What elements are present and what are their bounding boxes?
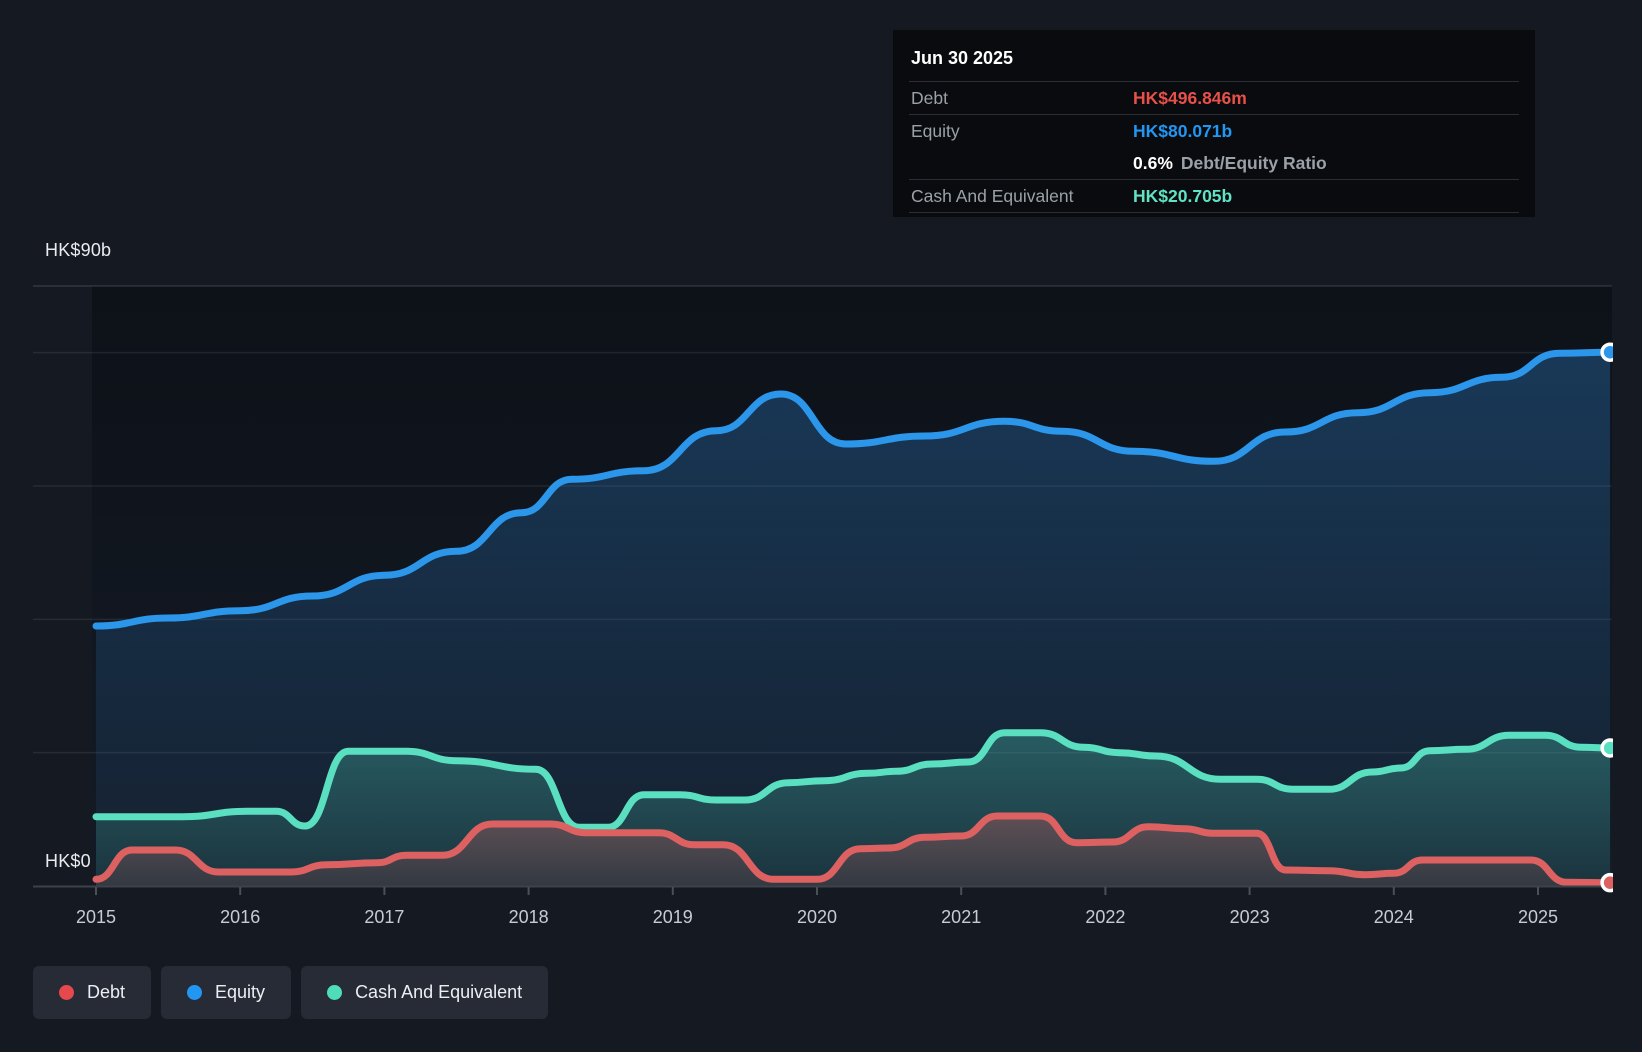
legend-item-equity[interactable]: Equity [161, 966, 292, 1019]
x-tick-label-2015: 2015 [76, 907, 116, 927]
x-tick-label-2024: 2024 [1374, 907, 1414, 927]
x-tick-label-2019: 2019 [653, 907, 693, 927]
x-tick-label-2018: 2018 [509, 907, 549, 927]
tooltip-row-equity: Equity HK$80.071b [909, 115, 1519, 147]
tooltip-cash-value: HK$20.705b [1133, 185, 1233, 206]
tooltip-date: Jun 30 2025 [909, 42, 1519, 82]
tooltip-row-debt: Debt HK$496.846m [909, 82, 1519, 115]
legend-item-debt[interactable]: Debt [33, 966, 152, 1019]
tooltip-ratio-value: 0.6% [1133, 152, 1173, 173]
tooltip-debt-label: Debt [911, 87, 948, 108]
x-tick-label-2021: 2021 [941, 907, 981, 927]
equity-area [96, 352, 1611, 886]
tooltip-row-ratio: 0.6% Debt/Equity Ratio [909, 147, 1519, 180]
legend-equity-label: Equity [215, 982, 266, 1002]
x-tick-label-2017: 2017 [364, 907, 404, 927]
x-tick-label-2020: 2020 [797, 907, 837, 927]
tooltip-debt-value: HK$496.846m [1133, 87, 1247, 108]
equity-line[interactable] [92, 348, 1614, 630]
x-tick-label-2016: 2016 [220, 907, 260, 927]
legend-cash-label: Cash And Equivalent [355, 982, 523, 1002]
right-margin [1613, 0, 1642, 1052]
debt-dot-icon [59, 985, 74, 1000]
y-axis-max-label: HK$90b [45, 240, 112, 260]
cash-line[interactable] [92, 729, 1614, 831]
x-tick-label-2025: 2025 [1518, 907, 1558, 927]
tooltip-equity-label: Equity [911, 120, 960, 141]
tooltip-equity-value: HK$80.071b [1133, 120, 1233, 141]
chart-legend: Debt Equity Cash And Equivalent [33, 966, 549, 1019]
chart-tooltip: Jun 30 2025 Debt HK$496.846m Equity HK$8… [893, 30, 1535, 217]
equity-dot-icon [187, 985, 203, 1000]
x-tick-label-2023: 2023 [1230, 907, 1270, 927]
x-tick-label-2022: 2022 [1085, 907, 1125, 927]
cash-dot-icon [327, 985, 343, 1000]
y-axis-zero-label: HK$0 [45, 851, 91, 871]
debt-line[interactable] [92, 812, 1614, 887]
legend-item-cash[interactable]: Cash And Equivalent [301, 966, 549, 1019]
tooltip-ratio-label: Debt/Equity Ratio [1180, 152, 1327, 173]
tooltip-row-cash: Cash And Equivalent HK$20.705b [909, 180, 1519, 213]
legend-debt-label: Debt [87, 982, 126, 1002]
tooltip-cash-label: Cash And Equivalent [911, 185, 1074, 206]
